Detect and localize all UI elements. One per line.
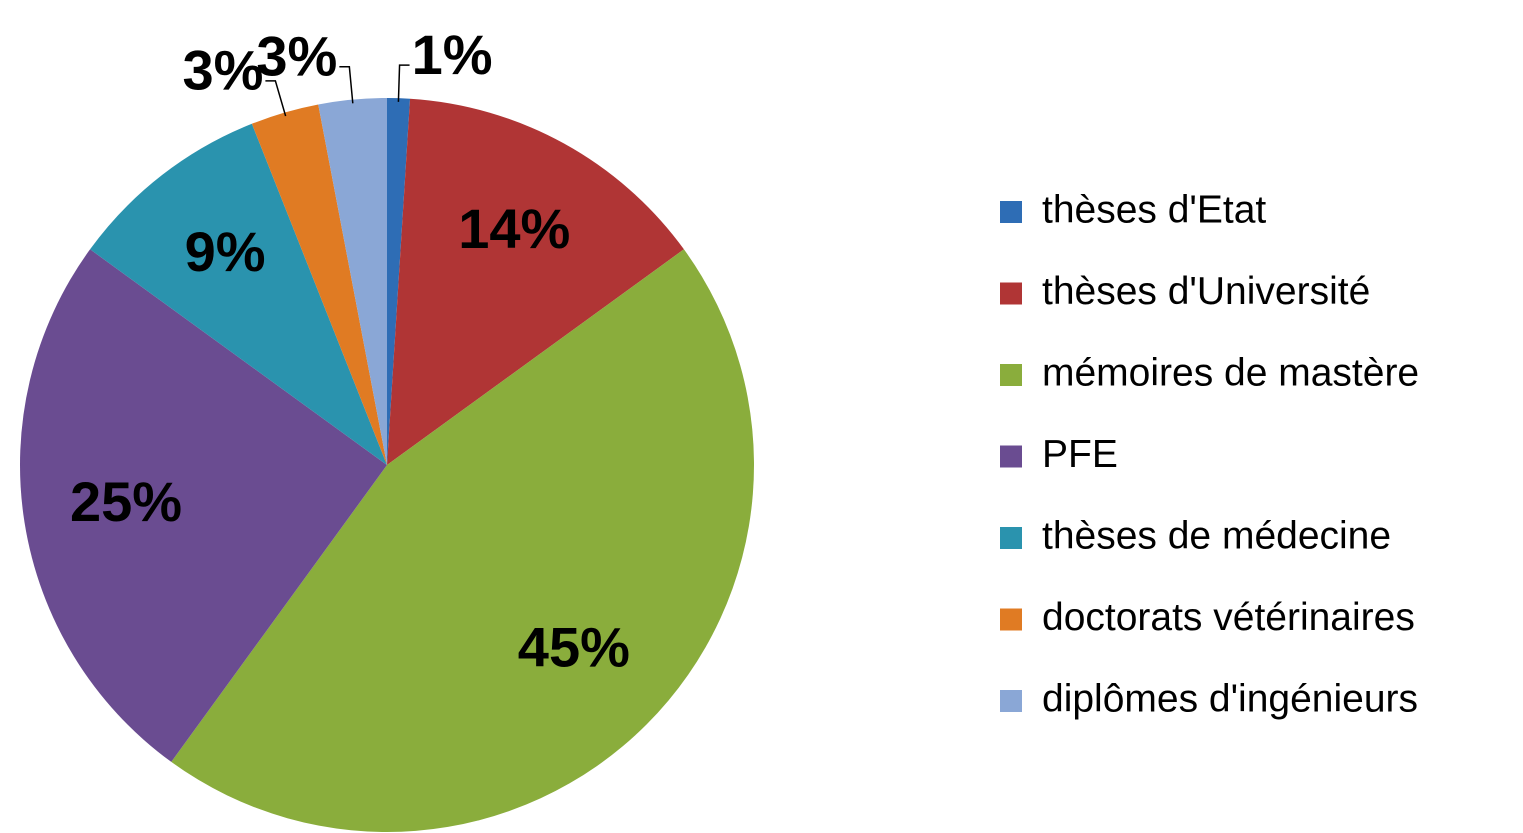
legend-label: doctorats vétérinaires [1042,596,1415,639]
legend-swatch [1000,364,1022,386]
legend-swatch [1000,282,1022,305]
legend-swatch [1000,445,1022,468]
legend-swatch [1000,608,1022,631]
legend-label: PFE [1042,433,1118,476]
pie-slice [387,98,411,465]
data-label: 9% [185,220,266,283]
data-label: 14% [458,197,570,260]
data-label: 45% [518,616,630,679]
pie-slice [387,98,684,466]
pie-slice [19,249,387,762]
pie-slice [90,123,387,465]
legend-label: mémoires de mastère [1042,351,1419,394]
legend-label: diplômes d'ingénieurs [1042,677,1418,720]
pie-slice [318,98,387,465]
legend-swatch [1000,690,1022,712]
data-label: 25% [70,470,182,533]
pie-slice [251,104,387,465]
data-label: 3% [182,39,263,102]
legend-label: thèses de médecine [1042,514,1391,557]
legend-swatch [1000,201,1022,223]
leader-line [397,64,410,102]
legend-label: thèses d'Etat [1042,188,1266,231]
data-label: 3% [256,25,337,88]
legend-label: thèses d'Université [1042,270,1370,313]
leader-line [265,80,287,117]
data-label: 1% [412,23,493,86]
pie-slice [171,249,754,833]
legend-swatch [1000,527,1022,549]
leader-line [339,65,354,104]
